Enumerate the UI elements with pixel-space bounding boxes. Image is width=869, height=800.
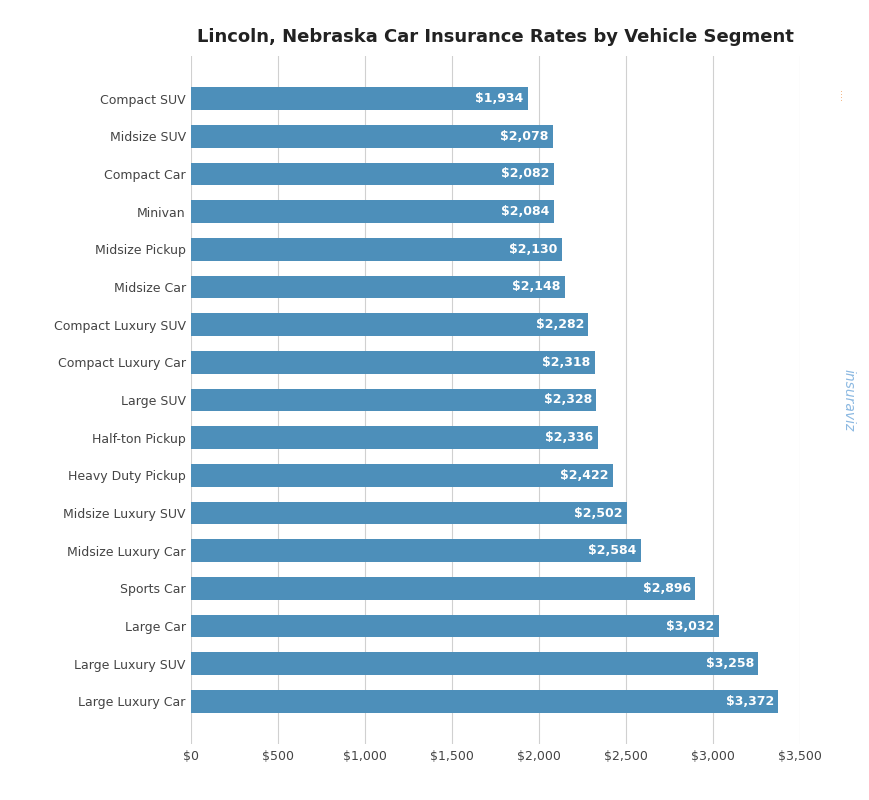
Bar: [191, 276, 565, 298]
Text: $3,258: $3,258: [705, 658, 753, 670]
Bar: [191, 389, 596, 411]
Text: $1,934: $1,934: [474, 92, 523, 105]
Bar: [191, 162, 553, 186]
Text: insuraviz: insuraviz: [840, 369, 854, 431]
Text: $2,318: $2,318: [541, 356, 590, 369]
Text: $2,078: $2,078: [500, 130, 548, 142]
Text: $2,282: $2,282: [535, 318, 583, 331]
Bar: [191, 426, 597, 449]
Bar: [191, 614, 718, 638]
Bar: [191, 351, 594, 374]
Text: $2,422: $2,422: [560, 469, 607, 482]
Bar: [191, 502, 626, 524]
Text: $2,336: $2,336: [545, 431, 593, 444]
Bar: [191, 87, 527, 110]
Bar: [191, 690, 777, 713]
Text: $2,148: $2,148: [512, 281, 561, 294]
Text: $2,896: $2,896: [642, 582, 690, 595]
Text: $3,372: $3,372: [725, 695, 773, 708]
Bar: [191, 200, 554, 223]
Bar: [191, 464, 612, 486]
Text: $2,328: $2,328: [543, 394, 592, 406]
Text: ....: ....: [836, 90, 846, 102]
Text: $2,084: $2,084: [501, 205, 549, 218]
Title: Lincoln, Nebraska Car Insurance Rates by Vehicle Segment: Lincoln, Nebraska Car Insurance Rates by…: [197, 28, 793, 46]
Bar: [191, 539, 640, 562]
Bar: [191, 125, 553, 147]
Bar: [191, 238, 561, 261]
Bar: [191, 314, 587, 336]
Text: $2,584: $2,584: [587, 544, 636, 558]
Text: $2,082: $2,082: [501, 167, 548, 181]
Text: $2,130: $2,130: [508, 242, 557, 256]
Bar: [191, 653, 758, 675]
Text: $3,032: $3,032: [666, 619, 713, 633]
Text: $2,502: $2,502: [574, 506, 621, 519]
Bar: [191, 577, 694, 600]
